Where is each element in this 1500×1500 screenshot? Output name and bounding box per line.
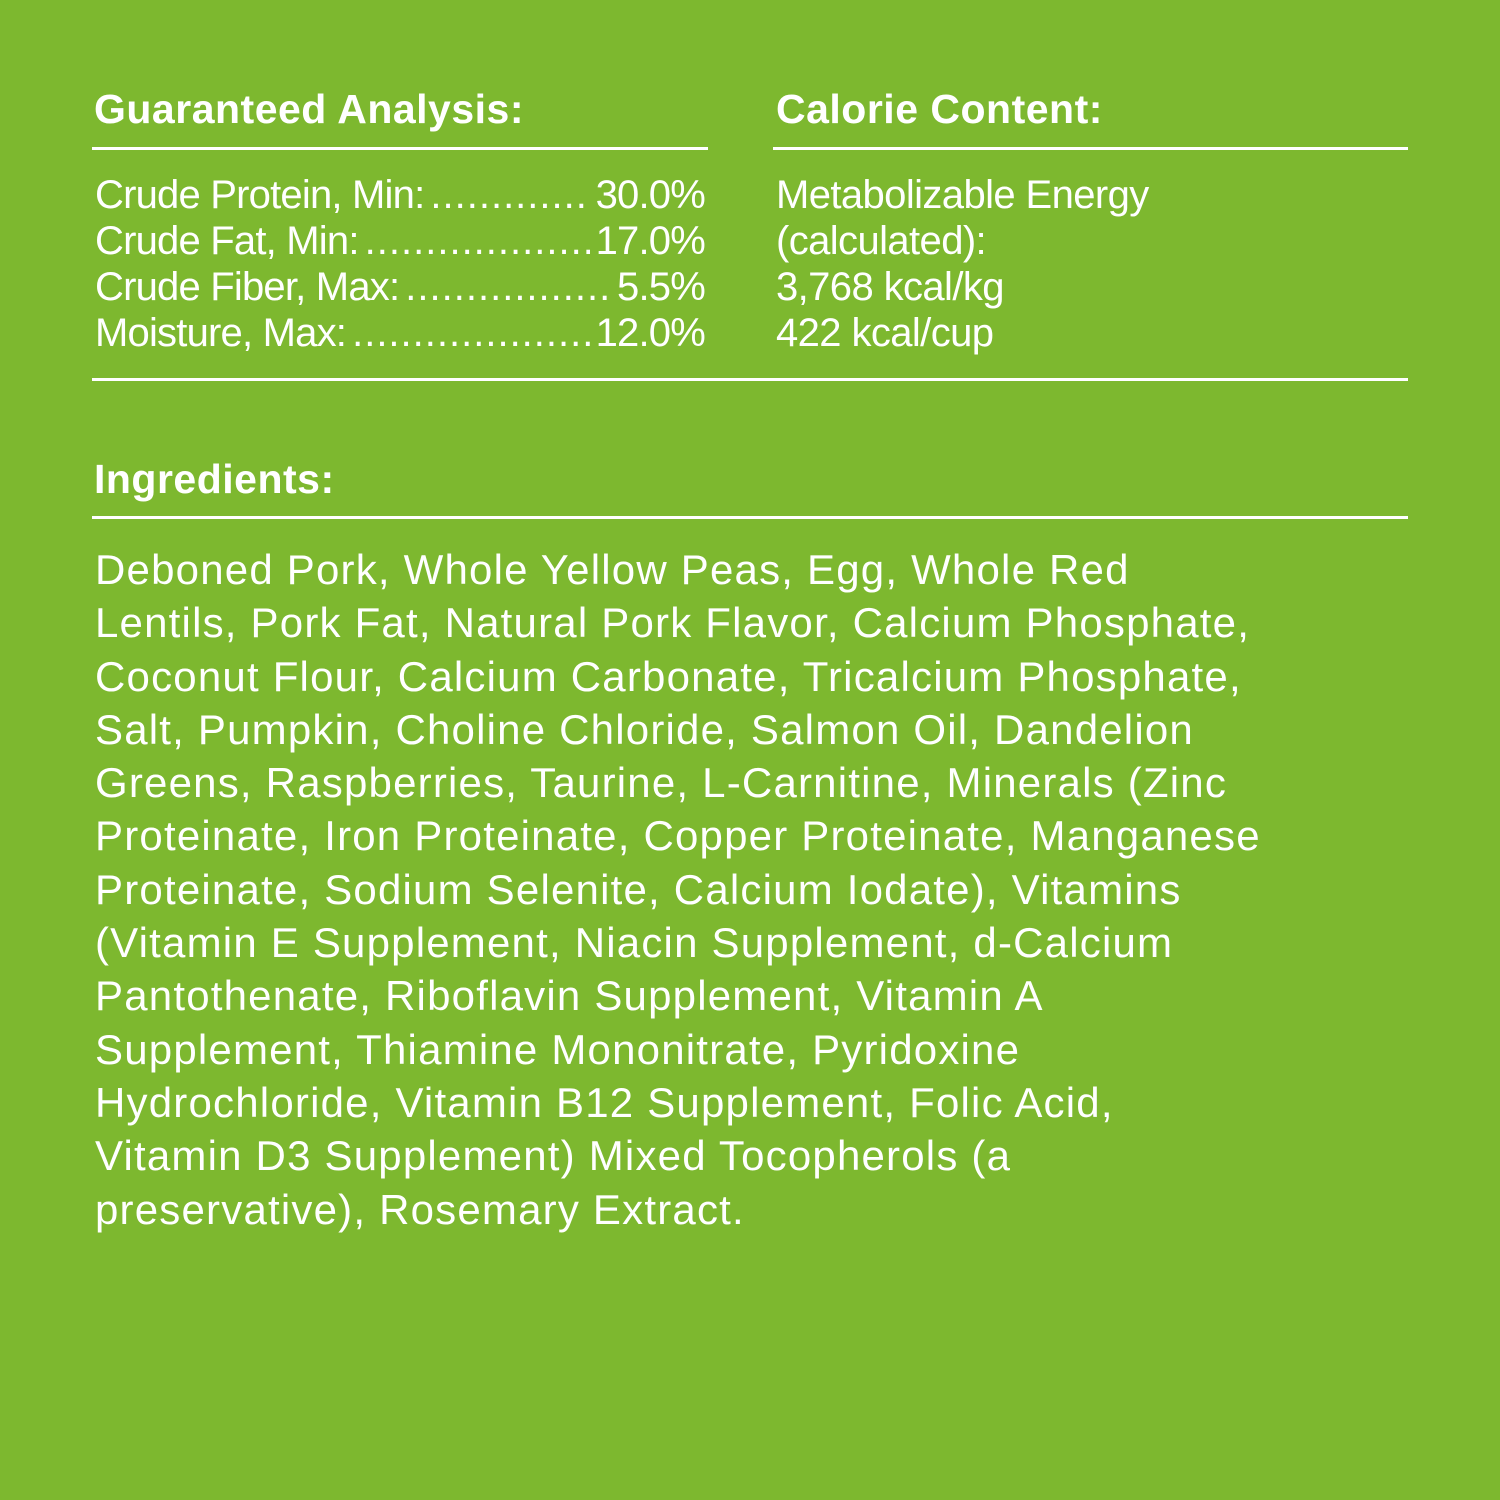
analysis-row: Moisture, Max: 12.0% xyxy=(95,310,706,356)
ingredients-line: preservative), Rosemary Extract. xyxy=(95,1185,745,1233)
analysis-value: 12.0% xyxy=(595,311,706,355)
analysis-value: 5.5% xyxy=(617,265,706,309)
dot-leader xyxy=(352,310,589,356)
analysis-row: Crude Protein, Min: 30.0% xyxy=(95,172,706,218)
analysis-label: Crude Protein, Min: xyxy=(95,173,425,217)
ingredients-line: Lentils, Pork Fat, Natural Pork Flavor, … xyxy=(95,599,1251,647)
dot-leader xyxy=(405,264,611,310)
analysis-label: Crude Fat, Min: xyxy=(95,219,359,263)
ingredients-line: Pantothenate, Riboflavin Supplement, Vit… xyxy=(95,972,1044,1020)
divider xyxy=(773,147,1408,150)
ingredients-line: Hydrochloride, Vitamin B12 Supplement, F… xyxy=(95,1078,1114,1126)
calorie-content: Metabolizable Energy (calculated): 3,768… xyxy=(776,172,1149,356)
guaranteed-analysis-title: Guaranteed Analysis: xyxy=(94,86,525,132)
analysis-row: Crude Fiber, Max: 5.5% xyxy=(95,264,706,310)
calorie-line: 3,768 kcal/kg xyxy=(776,265,1005,309)
ingredients-line: Proteinate, Sodium Selenite, Calcium Iod… xyxy=(95,865,1182,913)
dot-leader xyxy=(365,218,590,264)
calorie-line: 422 kcal/cup xyxy=(776,311,994,355)
divider xyxy=(92,516,1408,519)
divider xyxy=(92,378,1408,381)
ingredients-title: Ingredients: xyxy=(94,456,335,502)
ingredients-line: Supplement, Thiamine Mononitrate, Pyrido… xyxy=(95,1025,1021,1073)
ingredients-line: Coconut Flour, Calcium Carbonate, Trical… xyxy=(95,652,1242,700)
ingredients-line: Vitamin D3 Supplement) Mixed Tocopherols… xyxy=(95,1132,1012,1180)
analysis-table: Crude Protein, Min: 30.0% Crude Fat, Min:… xyxy=(95,172,706,356)
ingredients-line: (Vitamin E Supplement, Niacin Supplement… xyxy=(95,919,1174,967)
analysis-label: Crude Fiber, Max: xyxy=(95,265,400,309)
calorie-line: Metabolizable Energy xyxy=(776,173,1149,217)
calorie-line: (calculated): xyxy=(776,219,987,263)
analysis-row: Crude Fat, Min: 17.0% xyxy=(95,218,706,264)
calorie-content-title: Calorie Content: xyxy=(776,86,1103,132)
ingredients-line: Salt, Pumpkin, Choline Chloride, Salmon … xyxy=(95,705,1194,753)
analysis-value: 17.0% xyxy=(595,219,706,263)
ingredients-list: Deboned Pork, Whole Yellow Peas, Egg, Wh… xyxy=(95,543,1261,1236)
divider xyxy=(92,147,708,150)
ingredients-line: Deboned Pork, Whole Yellow Peas, Egg, Wh… xyxy=(95,546,1130,593)
analysis-label: Moisture, Max: xyxy=(95,311,347,355)
dot-leader xyxy=(430,172,589,218)
ingredients-line: Proteinate, Iron Proteinate, Copper Prot… xyxy=(95,812,1261,860)
ingredients-line: Greens, Raspberries, Taurine, L-Carnitin… xyxy=(95,759,1228,807)
analysis-value: 30.0% xyxy=(595,173,706,217)
